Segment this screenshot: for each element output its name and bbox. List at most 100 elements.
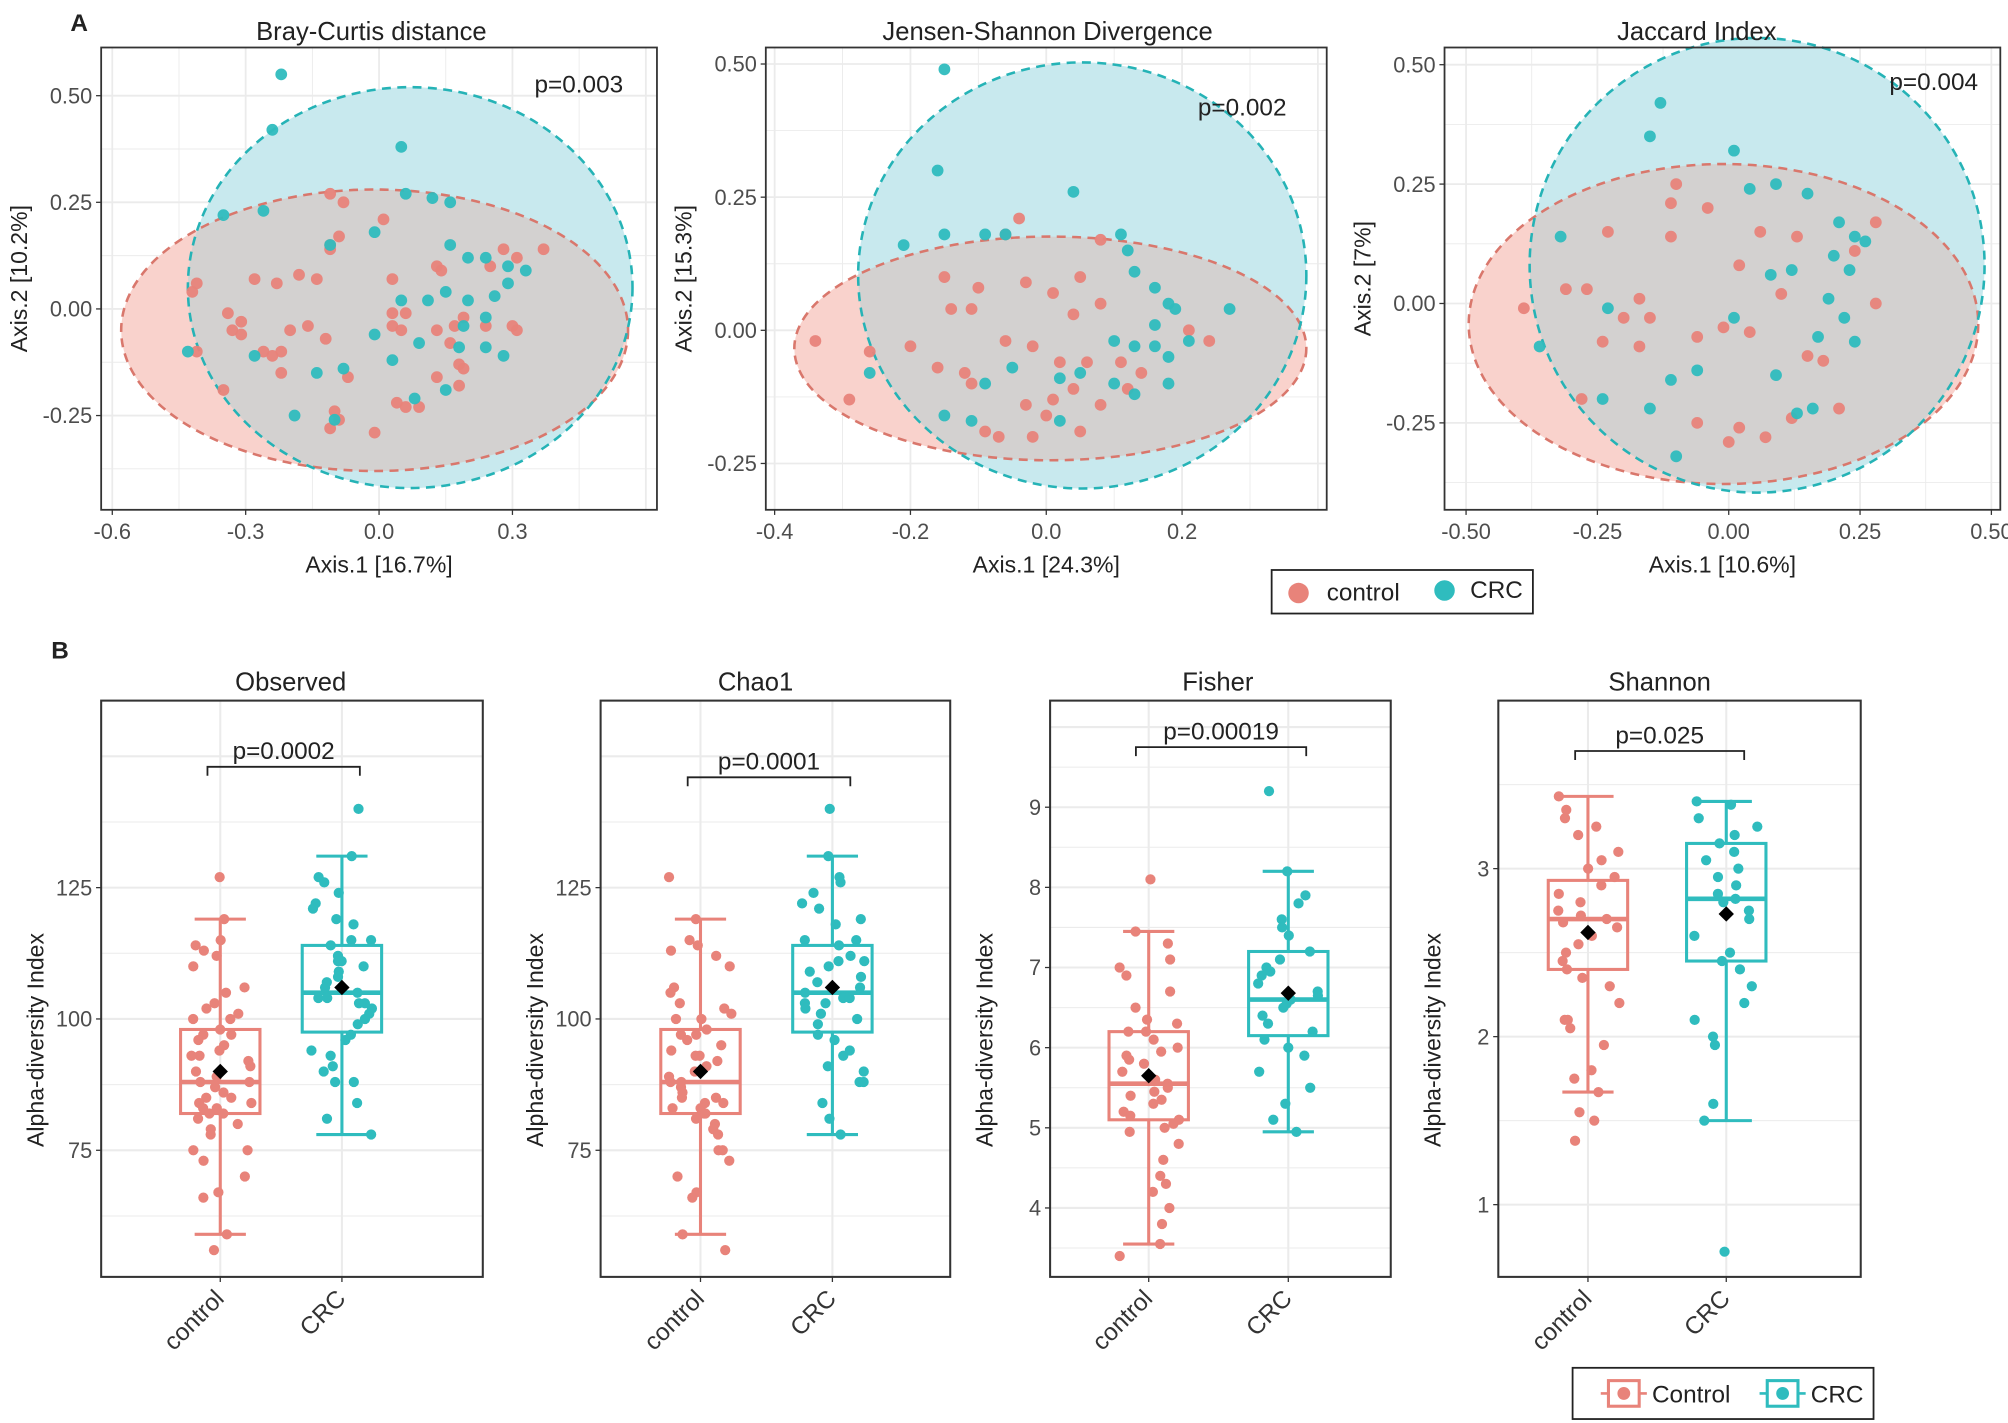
crc-jitter-point	[1739, 997, 1750, 1009]
crc-point	[457, 320, 470, 332]
control-point	[1013, 212, 1025, 225]
crc-point	[1644, 130, 1656, 143]
crc-jitter-point	[851, 935, 862, 946]
crc-jitter-point	[1274, 954, 1286, 965]
crc-point	[1848, 335, 1861, 348]
control-jitter-point	[690, 1050, 701, 1061]
control-point	[1067, 383, 1080, 395]
crc-jitter-point	[1307, 1026, 1318, 1037]
crc-jitter-point	[359, 998, 370, 1009]
control-jitter-point	[1155, 1170, 1166, 1182]
crc-jitter-point	[1718, 897, 1729, 908]
crc-jitter-point	[329, 1076, 341, 1088]
control-jitter-point	[665, 945, 677, 956]
control-point	[1047, 393, 1059, 406]
control-jitter-point	[690, 1113, 702, 1124]
control-jitter-point	[193, 1034, 204, 1046]
control-jitter-point	[1575, 897, 1586, 908]
crc-point	[1602, 302, 1614, 315]
crc-point	[1743, 182, 1756, 195]
overlap-region	[858, 236, 1307, 461]
control-point	[1182, 324, 1195, 337]
crc-point	[1108, 377, 1121, 390]
control-jitter-point	[226, 1029, 237, 1040]
control-point	[497, 243, 510, 256]
control-point	[275, 367, 288, 379]
control-point	[430, 371, 443, 384]
control-point	[979, 425, 992, 438]
control-point	[266, 349, 279, 362]
control-jitter-point	[687, 1192, 698, 1203]
control-jitter-point	[717, 1145, 728, 1156]
control-point	[1775, 288, 1788, 300]
legend-label-crc: CRC	[1470, 577, 1523, 604]
control-point	[1067, 308, 1080, 321]
crc-jitter-point	[824, 1113, 835, 1124]
x-tick-label: control	[159, 1285, 230, 1356]
crc-jitter-point	[1733, 863, 1744, 874]
crc-jitter-point	[859, 956, 870, 967]
crc-jitter-point	[346, 935, 357, 946]
y-tick-label: 0.00	[1393, 291, 1435, 316]
control-jitter-point	[188, 1013, 199, 1025]
crc-point	[1053, 372, 1066, 385]
crc-point	[863, 367, 876, 379]
y-tick-label: 6	[1029, 1035, 1041, 1060]
alpha-panel-fisher: control CRC p=0.00019 4 5 6 7 8 9 Fisher Alpha-div…	[971, 668, 1392, 1356]
crc-point	[1822, 292, 1835, 305]
control-point	[945, 303, 958, 315]
crc-jitter-point	[1744, 913, 1755, 925]
control-jitter-point	[211, 950, 222, 962]
y-axis-label: Axis.2 [15.3%]	[671, 205, 697, 352]
control-jitter-point	[218, 1087, 229, 1098]
crc-jitter-point	[812, 1019, 824, 1030]
y-tick-label: 0.50	[50, 83, 92, 108]
crc-jitter-point	[365, 935, 377, 946]
control-jitter-point	[1164, 1202, 1175, 1214]
control-ellipse	[1467, 162, 1980, 486]
crc-jitter-point	[808, 887, 819, 899]
control-jitter-point	[670, 1013, 682, 1025]
crc-point	[1128, 265, 1141, 278]
control-point	[958, 367, 971, 379]
crc-jitter-point	[845, 950, 856, 962]
control-jitter-point	[246, 1097, 257, 1109]
crc-jitter-point	[1300, 890, 1311, 901]
significance-bracket	[206, 765, 361, 776]
plot-background	[101, 700, 483, 1277]
control-jitter-point	[198, 1192, 209, 1203]
crc-jitter-point	[327, 1061, 338, 1072]
control-point	[390, 396, 403, 409]
crc-point	[453, 341, 465, 354]
control-point	[972, 281, 985, 294]
plot-border	[100, 699, 484, 1278]
crc-point	[1764, 268, 1777, 281]
control-point	[1040, 409, 1053, 422]
control-point	[931, 361, 944, 374]
crc-jitter-point	[319, 877, 330, 888]
control-point	[1094, 398, 1107, 411]
control-jitter-point	[214, 1045, 225, 1056]
crc-point	[1149, 340, 1161, 353]
crc-jitter-point	[1265, 966, 1276, 977]
crc-box	[300, 943, 384, 1034]
crc-jitter-point	[319, 982, 331, 993]
control-jitter-point	[1138, 1058, 1150, 1069]
crc-point	[1006, 361, 1019, 374]
control-jitter-point	[1155, 1238, 1166, 1250]
crc-jitter-point	[812, 977, 823, 988]
control-jitter-point	[1124, 1126, 1135, 1137]
control-mean-diamond	[1141, 1068, 1157, 1084]
plot-background	[1050, 700, 1391, 1277]
x-tick-label: -0.3	[227, 519, 265, 544]
control-boxplot-icon	[1600, 1379, 1647, 1408]
crc-jitter-point	[1276, 914, 1287, 925]
control-jitter-point	[666, 1045, 677, 1056]
control-point	[310, 273, 323, 285]
control-jitter-point	[1565, 1023, 1576, 1034]
crc-point	[444, 196, 457, 209]
p-value: p=0.00019	[1163, 718, 1279, 745]
control-jitter-point	[1553, 888, 1564, 899]
crc-point	[897, 239, 910, 251]
crc-jitter-point	[1730, 893, 1741, 904]
